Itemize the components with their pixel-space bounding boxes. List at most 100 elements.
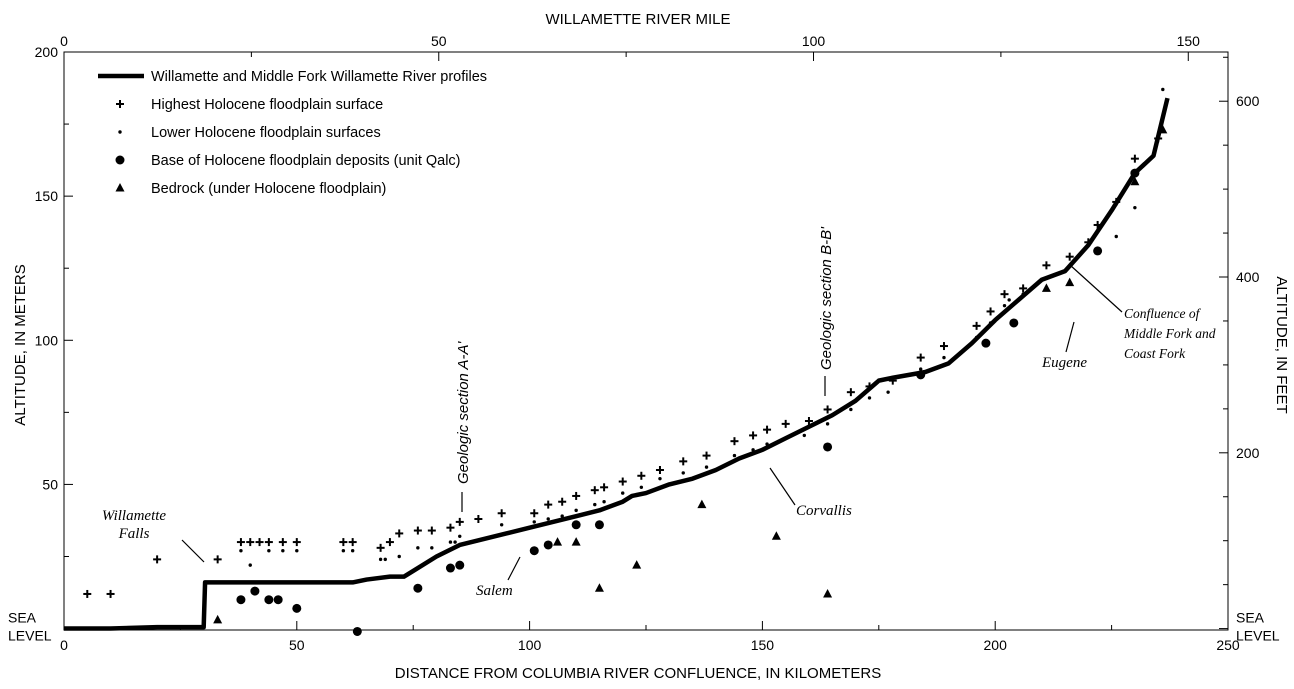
leader-salem [507, 556, 521, 581]
lower-floodplain-point [1007, 298, 1011, 302]
base-deposit-point [916, 370, 926, 380]
annotation-section-a: Geologic section A-A' [455, 340, 472, 484]
lower-floodplain-point [849, 407, 853, 412]
highest-floodplain-point [427, 526, 436, 535]
x2-tick-label: 100 [802, 33, 826, 49]
base-deposit-point [236, 595, 246, 605]
highest-floodplain-point [1084, 238, 1093, 247]
annotation-confluence: Confluence of [1124, 306, 1202, 321]
highest-floodplain-point [236, 538, 245, 547]
lower-floodplain-point [267, 549, 271, 553]
lower-floodplain-point [783, 436, 788, 440]
base-deposit-point [1130, 168, 1140, 178]
lower-floodplain-point [560, 514, 564, 518]
lower-floodplain-point [825, 422, 830, 426]
highest-floodplain-point [83, 589, 92, 598]
highest-floodplain-point [153, 555, 162, 564]
legend-item: Highest Holocene floodplain surface [116, 97, 383, 113]
highest-floodplain-point [246, 538, 255, 547]
lower-floodplain-point [248, 563, 252, 567]
highest-floodplain-point [395, 529, 404, 538]
annotation-eugene: Eugene [1041, 355, 1087, 371]
base-deposit-point [823, 442, 833, 452]
lower-floodplain-point [341, 549, 346, 553]
highest-floodplain-point [916, 353, 925, 362]
lower-floodplain-point [942, 355, 946, 360]
base-deposit-point [529, 546, 539, 556]
lower-floodplain-point [448, 540, 453, 544]
annotation-confluence: Middle Fork and [1123, 326, 1216, 341]
bedrock-point [553, 537, 563, 546]
highest-floodplain-point [1019, 284, 1028, 293]
y2-tick-label: 600 [1236, 93, 1260, 109]
x-axis-title: DISTANCE FROM COLUMBIA RIVER CONFLUENCE,… [395, 665, 881, 682]
bedrock-point [213, 614, 223, 624]
highest-floodplain-point [497, 509, 506, 518]
lower-floodplain-point [1161, 87, 1165, 92]
sea-level-left-label: LEVEL [8, 628, 52, 644]
lower-floodplain-point [458, 534, 462, 539]
lower-floodplain-point [546, 517, 550, 521]
legend-swatch-marker [115, 183, 125, 192]
highest-floodplain-point [255, 538, 264, 547]
annotation-salem: Salem [476, 583, 513, 599]
highest-floodplain-point [600, 483, 609, 492]
base-deposit-point [455, 560, 465, 570]
river-profile-line [64, 97, 1170, 631]
legend-item: Lower Holocene floodplain surfaces [118, 125, 381, 141]
base-deposit-point [571, 520, 581, 530]
base-deposit-point [1093, 246, 1103, 256]
lower-floodplain-point [732, 453, 737, 458]
legend-item: Willamette and Middle Fork Willamette Ri… [98, 69, 487, 85]
lower-floodplain-point [765, 442, 769, 446]
leader-willamette-falls [181, 539, 205, 563]
y-axis-title: ALTITUDE, IN METERS [12, 264, 29, 425]
legend-label: Base of Holocene floodplain deposits (un… [151, 153, 461, 169]
highest-floodplain-point [637, 471, 646, 480]
lower-floodplain-point [239, 549, 243, 553]
lower-floodplain-point [430, 546, 434, 550]
highest-floodplain-point [804, 416, 813, 425]
lower-floodplain-point [453, 540, 457, 544]
lower-floodplain-point [1002, 303, 1007, 308]
leader-eugene [1065, 321, 1075, 353]
lower-floodplain-point [658, 476, 662, 481]
base-deposit-point [594, 520, 604, 530]
highest-floodplain-point [1093, 220, 1102, 229]
highest-floodplain-point [846, 388, 855, 397]
x-tick-label: 100 [518, 637, 542, 653]
legend-label: Bedrock (under Holocene floodplain) [151, 181, 386, 197]
lower-floodplain-point [383, 557, 387, 562]
base-deposit-point [264, 595, 274, 605]
lower-floodplain-point [681, 471, 685, 475]
bedrock-point [571, 537, 581, 546]
lower-floodplain-point [867, 396, 872, 400]
base-deposit-point [273, 595, 283, 605]
lower-floodplain-point [1021, 292, 1025, 296]
bedrock-point [1041, 283, 1051, 292]
highest-floodplain-point [655, 466, 664, 475]
highest-floodplain-point [213, 555, 222, 564]
annotation-willamette-falls: Falls [118, 526, 150, 542]
sea-level-right-label: SEA [1236, 610, 1265, 626]
annotation-willamette-falls: Willamette [102, 508, 166, 524]
x-tick-label: 0 [60, 637, 68, 653]
sea-level-left-label: SEA [8, 610, 37, 626]
lower-floodplain-point [886, 390, 890, 394]
x2-axis-title: WILLAMETTE RIVER MILE [545, 11, 730, 28]
y-tick-label: 50 [42, 476, 58, 492]
highest-floodplain-point [544, 500, 553, 509]
sea-level-right-label: LEVEL [1236, 628, 1280, 644]
legend-swatch-marker [116, 100, 124, 108]
highest-floodplain-point [446, 523, 455, 532]
highest-floodplain-point [865, 382, 874, 391]
annotation-corvallis: Corvallis [796, 503, 852, 519]
y2-tick-label: 400 [1236, 269, 1260, 285]
highest-floodplain-point [558, 497, 567, 506]
highest-floodplain-point [1065, 252, 1074, 261]
leader-corvallis [769, 467, 796, 506]
highest-floodplain-point [972, 321, 981, 330]
highest-floodplain-point [106, 589, 115, 598]
highest-floodplain-point [781, 419, 790, 428]
